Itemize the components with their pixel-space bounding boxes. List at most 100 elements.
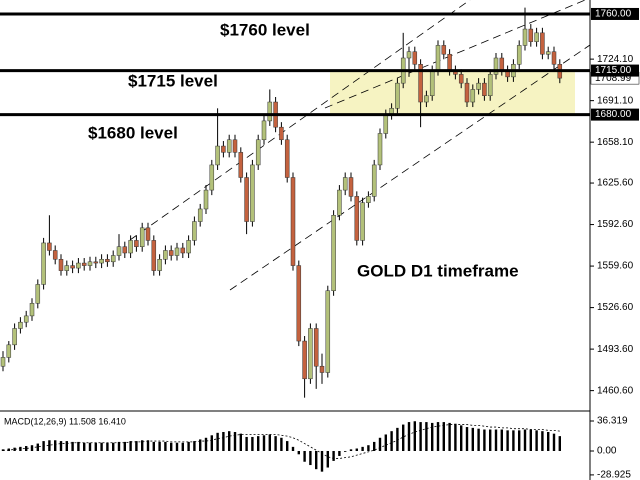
macd-bar (494, 429, 498, 451)
candle-down (319, 365, 325, 373)
macd-bar (268, 434, 271, 451)
macd-bar (30, 445, 34, 451)
macd-bar (558, 436, 561, 451)
candle-down (58, 259, 64, 271)
candle-up (110, 255, 116, 263)
candle-up (128, 240, 133, 254)
macd-bar (25, 446, 28, 451)
y-tick-label: 1493.60 (597, 344, 634, 355)
candle-up (470, 89, 476, 103)
y-tick-label: 1559.60 (597, 261, 634, 272)
macd-bar (170, 442, 173, 451)
macd-bar (164, 441, 167, 451)
candle-down (441, 45, 447, 55)
macd-bar (442, 422, 445, 451)
candle-down (290, 177, 296, 266)
candle-up (493, 57, 499, 75)
macd-bar (303, 450, 306, 462)
candle-up (545, 51, 551, 55)
macd-bar (106, 442, 109, 451)
macd-bar (547, 431, 550, 451)
candle-up (435, 45, 441, 71)
macd-bar (262, 435, 266, 451)
macd-bar (500, 429, 503, 451)
candle-down (302, 340, 307, 380)
macd-bar (396, 427, 399, 451)
macd-bar (454, 423, 457, 451)
candle-up (366, 196, 371, 203)
macd-bar (13, 447, 16, 451)
candle-down (134, 240, 139, 247)
macd-bar (146, 440, 150, 451)
candle-up (250, 164, 255, 222)
y-tick-label: 1658.10 (597, 137, 634, 148)
candle-down (93, 261, 99, 264)
macd-bar (297, 450, 300, 455)
macd-bar (483, 429, 486, 451)
candle-down (145, 227, 151, 241)
macd-bar (349, 449, 353, 451)
macd-bar (251, 436, 254, 451)
macd-bar (233, 431, 237, 451)
macd-bar (187, 441, 190, 451)
macd-bar (471, 427, 474, 451)
macd-bar (291, 446, 295, 451)
candle-up (516, 45, 522, 65)
candle-up (41, 242, 46, 285)
level-box (591, 7, 639, 20)
macd-bar (228, 431, 231, 451)
candle-down (105, 259, 110, 263)
macd-bar (123, 441, 126, 451)
annotation: GOLD D1 timeframe (357, 261, 519, 280)
macd-bar (117, 441, 121, 451)
candle-up (6, 344, 12, 358)
annotation: $1680 level (88, 123, 178, 142)
candle-up (215, 145, 220, 166)
macd-bar (535, 430, 538, 451)
macd-bar (402, 424, 405, 451)
macd-bar (141, 440, 144, 451)
macd-bar (210, 435, 213, 451)
candle-down (348, 177, 354, 197)
y-tick-label: 1691.10 (597, 95, 634, 106)
candle-up (87, 261, 93, 266)
y-tick-label: 1592.60 (597, 219, 634, 230)
candle-up (12, 328, 17, 346)
macd-bar (274, 436, 277, 451)
level-box (591, 108, 639, 121)
candle-up (331, 215, 336, 291)
candle-down (418, 64, 423, 103)
macd-bar (390, 431, 393, 451)
macd-bar (309, 450, 312, 466)
macd-bar (489, 429, 492, 451)
macd-bar (286, 441, 289, 451)
level-label: 1715.00 (595, 65, 632, 76)
macd-bar (332, 450, 335, 461)
candle-down (540, 32, 545, 55)
macd-bar (361, 446, 364, 451)
candle-up (139, 227, 145, 247)
annotation: $1715 level (128, 71, 218, 90)
macd-bar (129, 441, 132, 451)
y-tick-label: 1724.10 (597, 54, 634, 65)
candle-up (157, 259, 162, 271)
macd-bar (48, 440, 51, 451)
candle-down (168, 250, 174, 256)
level-label: 1680.00 (595, 109, 632, 120)
zone (330, 70, 575, 115)
macd-label: MACD(12,26,9) 11.508 16.410 (4, 416, 126, 426)
candle-up (35, 284, 41, 304)
macd-bar (552, 433, 556, 451)
macd-bar (193, 441, 196, 451)
macd-bar (448, 422, 451, 451)
macd-bar (320, 450, 324, 472)
macd-bar (83, 442, 86, 451)
macd-bar (199, 439, 202, 451)
macd-bar (541, 431, 544, 451)
macd-bar (158, 441, 161, 451)
candle-down (412, 51, 418, 65)
y-tick-label: 1460.60 (597, 385, 634, 396)
candle-down (313, 328, 319, 367)
candle-up (476, 82, 481, 90)
